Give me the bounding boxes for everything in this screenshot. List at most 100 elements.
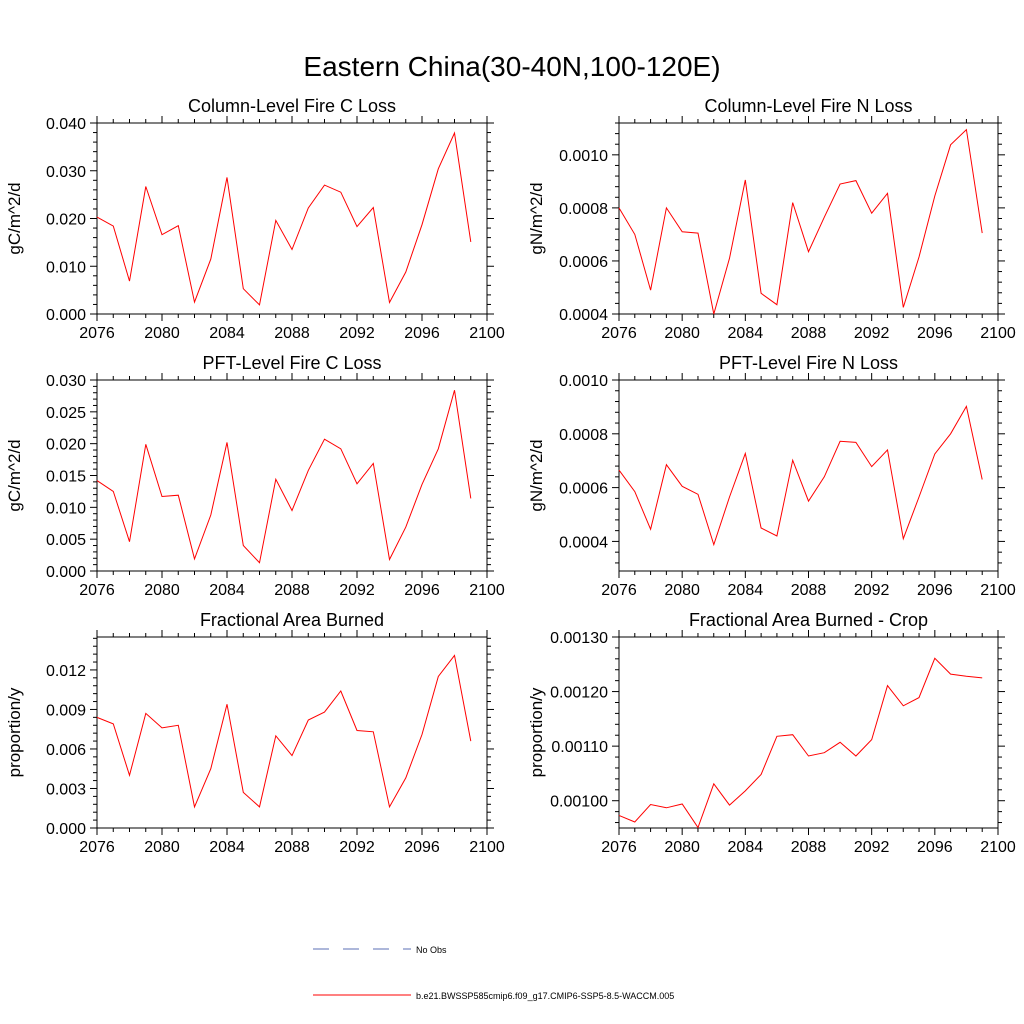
legend-model-label: b.e21.BWSSP585cmip6.f09_g17.CMIP6-SSP5-8… [416, 991, 674, 1001]
x-tick-label: 2100 [980, 325, 1016, 342]
x-tick-label: 2084 [728, 582, 764, 599]
y-tick-label: 0.005 [46, 532, 86, 549]
panel-title: Column-Level Fire C Loss [188, 96, 396, 116]
x-tick-label: 2084 [209, 582, 245, 599]
x-tick-label: 2100 [980, 839, 1016, 856]
x-tick-label: 2092 [854, 325, 890, 342]
x-tick-label: 2100 [469, 582, 505, 599]
x-tick-label: 2088 [791, 582, 827, 599]
y-tick-label: 0.030 [46, 373, 86, 390]
x-tick-label: 2096 [917, 325, 953, 342]
y-axis-label: proportion/y [527, 687, 546, 777]
series-line [96, 390, 472, 564]
y-tick-label: 0.0008 [559, 201, 608, 218]
series-line [618, 657, 983, 829]
y-tick-label: 0.0010 [559, 148, 608, 165]
y-tick-label: 0.025 [46, 405, 86, 422]
x-tick-label: 2100 [469, 839, 505, 856]
y-tick-label: 0.010 [46, 500, 86, 517]
y-tick-label: 0.003 [46, 781, 86, 798]
y-axis-label: proportion/y [5, 687, 24, 777]
y-tick-label: 0.0006 [559, 254, 608, 271]
chart-panel-4: PFT-Level Fire N Loss gN/m^2/d 2076 2080 208… [527, 353, 1016, 599]
x-tick-label: 2096 [917, 839, 953, 856]
x-tick-label: 2096 [404, 839, 440, 856]
legend: No Obs b.e21.BWSSP585cmip6.f09_g17.CMIP6… [313, 945, 674, 1001]
y-tick-label: 0.030 [46, 164, 86, 181]
panel-title: Fractional Area Burned - Crop [689, 610, 928, 630]
x-tick-label: 2084 [209, 839, 245, 856]
y-tick-label: 0.00100 [550, 794, 608, 811]
panel-title: PFT-Level Fire N Loss [719, 353, 898, 373]
x-tick-label: 2092 [854, 582, 890, 599]
x-tick-label: 2092 [339, 582, 375, 599]
y-tick-label: 0.0004 [559, 307, 608, 324]
legend-obs-label: No Obs [416, 945, 447, 955]
chart-panel-1: Column-Level Fire C Loss gC/m^2/d 2076 2080… [5, 96, 505, 342]
chart-panel-2: Column-Level Fire N Loss gN/m^2/d 2076 2080… [527, 96, 1016, 342]
y-tick-label: 0.020 [46, 437, 86, 454]
x-tick-label: 2076 [79, 325, 115, 342]
y-tick-label: 0.00120 [550, 685, 608, 702]
y-tick-label: 0.00110 [551, 739, 608, 756]
y-axis-label: gC/m^2/d [5, 439, 24, 511]
x-tick-label: 2100 [980, 582, 1016, 599]
y-tick-label: 0.000 [46, 564, 86, 581]
chart-panel-6: Fractional Area Burned - Crop proportion/… [527, 610, 1016, 856]
plot-frame [618, 636, 999, 829]
x-tick-label: 2076 [601, 582, 637, 599]
x-tick-label: 2088 [274, 839, 310, 856]
chart-panel-3: PFT-Level Fire C Loss gC/m^2/d 2076 2080 208… [5, 353, 505, 599]
x-tick-label: 2080 [664, 839, 700, 856]
x-tick-label: 2092 [339, 839, 375, 856]
y-tick-label: 0.009 [46, 702, 86, 719]
y-axis-label: gC/m^2/d [5, 182, 24, 254]
x-tick-label: 2076 [79, 839, 115, 856]
x-tick-label: 2080 [664, 325, 700, 342]
series-line [96, 131, 472, 306]
y-tick-label: 0.040 [46, 116, 86, 133]
x-tick-label: 2088 [791, 325, 827, 342]
panel-title: Fractional Area Burned [200, 610, 384, 630]
y-tick-label: 0.0010 [559, 373, 608, 390]
x-tick-label: 2076 [601, 325, 637, 342]
y-tick-label: 0.0006 [559, 481, 608, 498]
y-axis-label: gN/m^2/d [527, 182, 546, 254]
x-tick-label: 2088 [274, 582, 310, 599]
x-tick-label: 2092 [854, 839, 890, 856]
y-tick-label: 0.00130 [550, 630, 608, 647]
x-tick-label: 2080 [144, 325, 180, 342]
chart-panel-5: Fractional Area Burned proportion/y 2076 20… [5, 610, 505, 856]
y-tick-label: 0.020 [46, 212, 86, 229]
plot-frame [96, 636, 488, 829]
y-tick-label: 0.0008 [559, 427, 608, 444]
y-axis-label: gN/m^2/d [527, 439, 546, 511]
series-line [618, 405, 983, 547]
x-tick-label: 2084 [209, 325, 245, 342]
y-tick-label: 0.012 [46, 663, 86, 680]
y-tick-label: 0.000 [46, 307, 86, 324]
x-tick-label: 2080 [144, 839, 180, 856]
y-tick-label: 0.006 [46, 742, 86, 759]
x-tick-label: 2076 [79, 582, 115, 599]
plot-frame [96, 122, 488, 315]
x-tick-label: 2076 [601, 839, 637, 856]
plot-frame [618, 379, 999, 572]
panel-title: Column-Level Fire N Loss [704, 96, 912, 116]
x-tick-label: 2092 [339, 325, 375, 342]
x-tick-label: 2100 [469, 325, 505, 342]
x-tick-label: 2096 [404, 582, 440, 599]
x-tick-label: 2096 [917, 582, 953, 599]
y-tick-label: 0.000 [46, 821, 86, 838]
y-tick-label: 0.010 [46, 259, 86, 276]
x-tick-label: 2088 [791, 839, 827, 856]
x-tick-label: 2084 [728, 325, 764, 342]
x-tick-label: 2080 [144, 582, 180, 599]
series-line [96, 654, 472, 809]
chart-panels: Column-Level Fire C Loss gC/m^2/d 2076 2080… [5, 96, 1016, 856]
plot-frame [618, 122, 999, 315]
x-tick-label: 2096 [404, 325, 440, 342]
x-tick-label: 2080 [664, 582, 700, 599]
y-tick-label: 0.015 [46, 469, 86, 486]
